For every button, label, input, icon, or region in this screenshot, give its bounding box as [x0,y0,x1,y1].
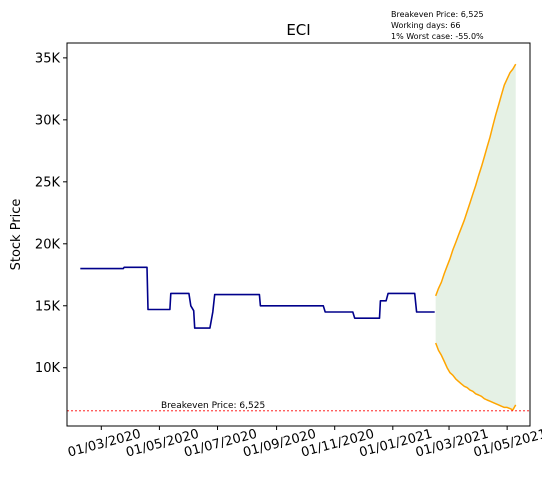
breakeven-label: Breakeven Price: 6,525 [161,401,265,411]
y-tick-label: 10K [35,361,61,376]
lower-bound-line [434,342,517,411]
plot-area-frame [66,42,531,427]
x-axis: 01/03/202001/05/202001/07/202001/09/2020… [66,426,542,461]
y-axis: 10K 15K 20K 25K 30K 35K [35,51,67,376]
bound-series-group [434,63,517,411]
info-box: Breakeven Price: 6,525 Working days: 66 … [391,10,484,41]
info-breakeven-text: Breakeven Price: 6,525 [391,10,484,19]
upper-bound-line [434,63,517,297]
y-tick-label: 35K [35,51,61,66]
y-tick-label: 20K [35,237,61,252]
breakeven-group: Breakeven Price: 6,525 [67,401,530,412]
forecast-band-group [435,64,516,410]
chart-title: ECI [286,21,310,39]
history-line [80,266,435,329]
y-tick-label: 15K [35,299,61,314]
y-axis-label: Stock Price [9,199,24,271]
info-working-days-text: Working days: 66 [391,21,460,30]
y-tick-label: 30K [35,113,61,128]
forecast-band [435,64,516,410]
info-worst-case-text: 1% Worst case: -55.0% [391,32,484,41]
y-tick-label: 25K [35,175,61,190]
history-series-group [80,266,435,329]
